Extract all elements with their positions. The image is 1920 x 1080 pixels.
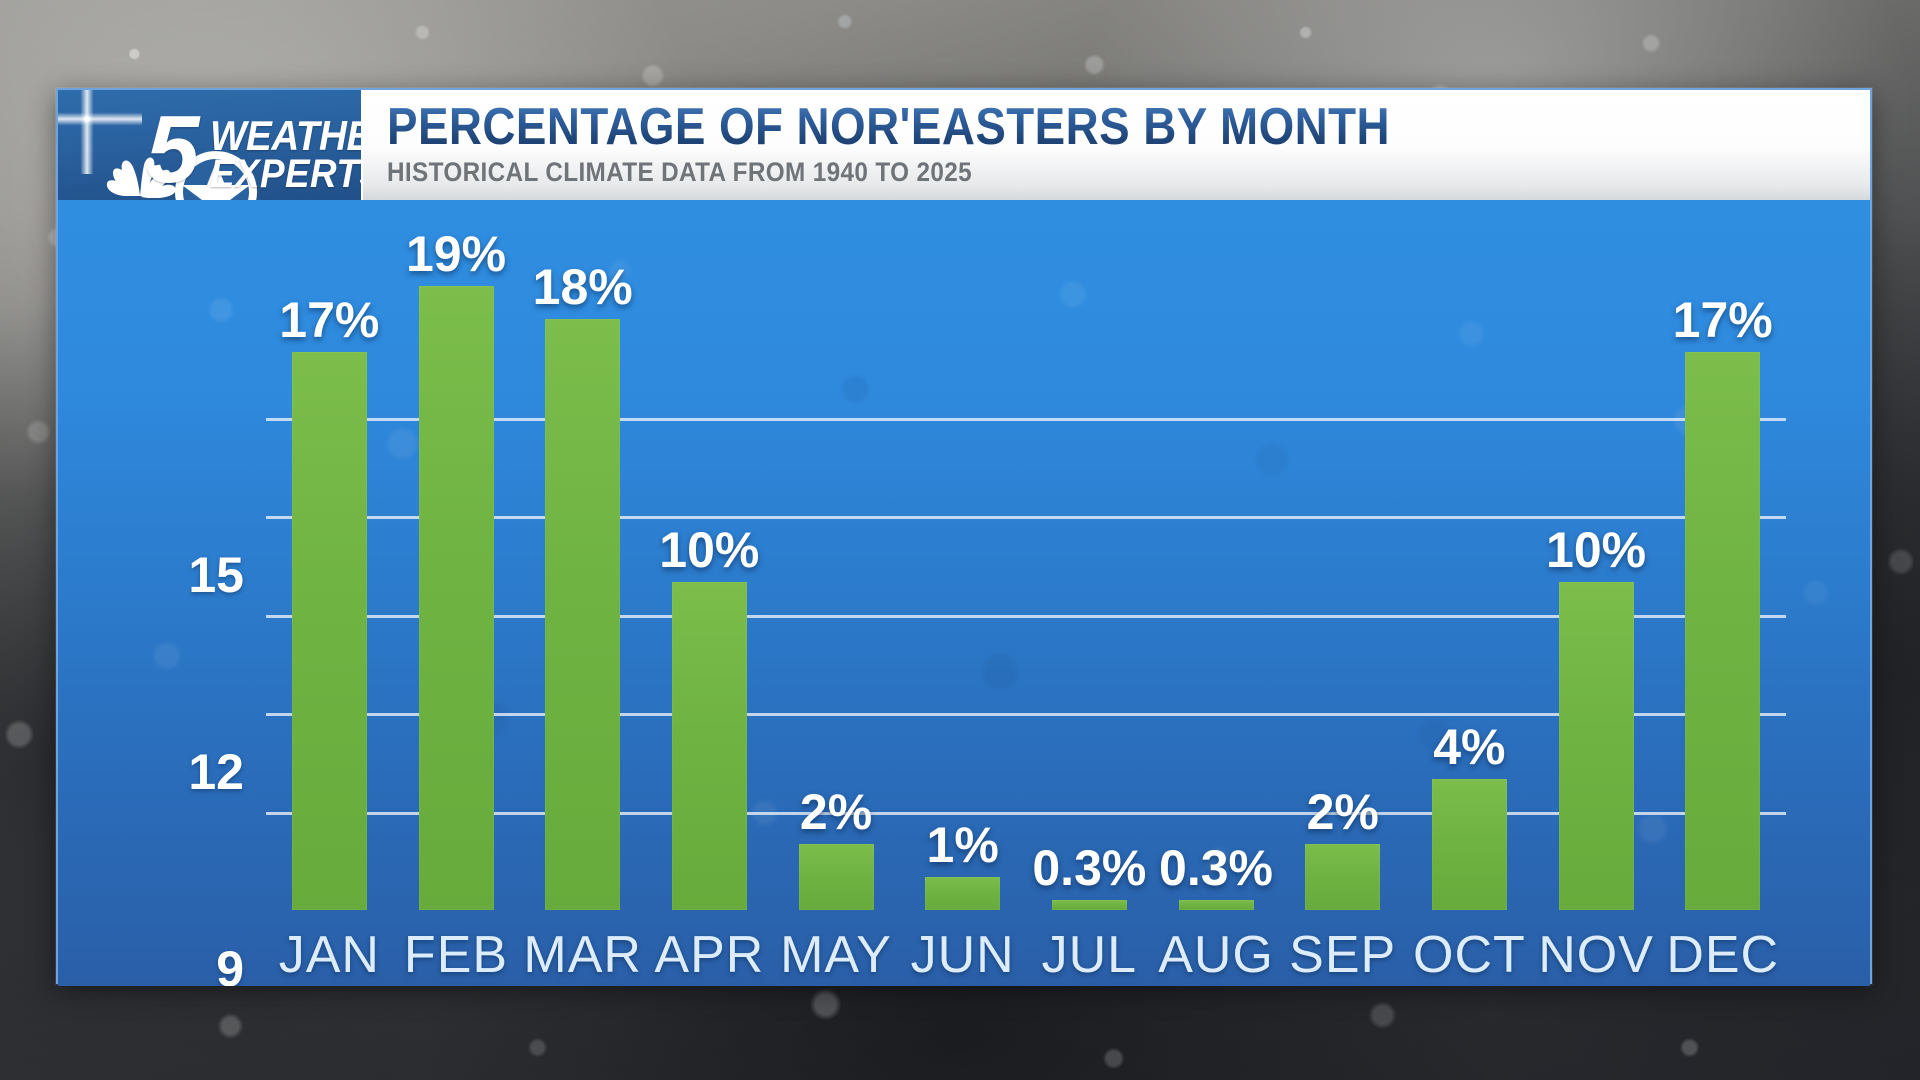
x-axis-tick-label: MAY <box>780 926 892 984</box>
bar[interactable] <box>671 581 747 910</box>
bar-value-label: 19% <box>405 226 507 283</box>
gridline: 9 <box>216 614 1786 986</box>
bar-column[interactable]: 2% SEP <box>1279 260 1406 982</box>
bar[interactable] <box>545 319 621 910</box>
x-axis-tick-label: OCT <box>1412 926 1526 984</box>
bar[interactable] <box>291 351 367 910</box>
page-subtitle: HISTORICAL CLIMATE DATA FROM 1940 TO 202… <box>387 157 973 187</box>
bar-value-label: 18% <box>532 259 633 316</box>
station-number: 5 <box>146 96 199 200</box>
x-axis-tick-label: SEP <box>1289 926 1397 984</box>
bar[interactable] <box>1305 844 1381 910</box>
x-axis-tick-label: MAR <box>523 926 642 984</box>
bar[interactable] <box>925 877 1001 910</box>
bar-value-label: 0.3% <box>1032 840 1147 897</box>
x-axis-tick-label: NOV <box>1538 926 1654 984</box>
x-axis-tick-label: DEC <box>1666 926 1780 984</box>
bar-column[interactable]: 17% JAN <box>266 260 393 982</box>
plot-region: 1512963 17%JAN19%FEB18%MAR10%APR2%MAY1%J… <box>188 228 1786 986</box>
logo-line-weather: WEATHER <box>210 112 361 159</box>
bar-column[interactable]: 10% APR <box>646 260 773 982</box>
bar-value-label: 17% <box>279 291 380 348</box>
bar-column[interactable]: 1% JUN <box>899 260 1026 982</box>
bar[interactable] <box>1431 778 1507 910</box>
bar-series: 17% JAN 19% FEB 18% MAR 10% APR 2% MAY 1% JUN 0.3% JU… <box>266 228 1786 982</box>
graphic-header: 5 WEATHER EXPERTS PERCENTAGE OF NOR'EAST… <box>58 90 1870 200</box>
bar-value-label: 10% <box>1546 521 1647 578</box>
title-block: PERCENTAGE OF NOR'EASTERS BY MONTH HISTO… <box>363 90 1870 200</box>
y-axis-tick-label: 9 <box>216 941 244 986</box>
bar-value-label: 2% <box>799 784 873 841</box>
bar-column[interactable]: 4% OCT <box>1406 260 1533 982</box>
bar-column[interactable]: 0.3% AUG <box>1153 260 1280 982</box>
chart-area: 1512963 17%JAN19%FEB18%MAR10%APR2%MAY1%J… <box>58 200 1870 986</box>
bar[interactable] <box>1685 351 1761 910</box>
bar-column[interactable]: 0.3% JUL <box>1026 260 1153 982</box>
star-icon <box>175 151 257 200</box>
nbc-peacock-icon <box>106 157 176 198</box>
bar-value-label: 2% <box>1306 784 1379 841</box>
page-title: PERCENTAGE OF NOR'EASTERS BY MONTH <box>387 98 1692 156</box>
gridline: 15 <box>188 417 1786 600</box>
y-axis-tick-label: 12 <box>188 744 244 801</box>
x-axis-tick-label: AUG <box>1158 926 1274 984</box>
bar-column[interactable]: 19% FEB <box>393 228 520 982</box>
bar-value-label: 0.3% <box>1159 840 1274 897</box>
bar-value-label: 4% <box>1433 718 1506 775</box>
gridline: 3 <box>266 811 1786 815</box>
bar[interactable] <box>1051 900 1127 910</box>
gridline: 6 <box>266 713 1786 717</box>
x-axis-tick-label: FEB <box>403 926 509 984</box>
station-logo: 5 WEATHER EXPERTS <box>58 94 361 200</box>
x-axis-tick-label: JUL <box>1041 926 1138 984</box>
bar-column[interactable]: 10% NOV <box>1533 260 1660 982</box>
bar[interactable] <box>1558 581 1634 910</box>
bar[interactable] <box>798 844 874 910</box>
bar-value-label: 10% <box>659 521 760 578</box>
bar[interactable] <box>418 286 494 910</box>
gridline: 12 <box>188 516 1786 797</box>
y-axis-tick-label: 15 <box>188 547 244 604</box>
x-axis-tick-label: JUN <box>910 926 1015 984</box>
x-axis-tick-label: JAN <box>278 926 380 984</box>
bar-value-label: 17% <box>1672 291 1773 348</box>
station-logo-block: 5 WEATHER EXPERTS <box>58 90 363 200</box>
bar[interactable] <box>1178 900 1254 910</box>
bar-column[interactable]: 17% DEC <box>1659 260 1786 982</box>
bar-column[interactable]: 2% MAY <box>773 260 900 982</box>
x-axis-tick-label: APR <box>654 926 765 984</box>
weather-graphic-panel: 5 WEATHER EXPERTS PERCENTAGE OF NOR'EAST… <box>56 88 1872 986</box>
bar-column[interactable]: 18% MAR <box>519 259 646 982</box>
bar-value-label: 1% <box>926 817 999 874</box>
logo-line-experts: EXPERTS <box>210 152 361 196</box>
